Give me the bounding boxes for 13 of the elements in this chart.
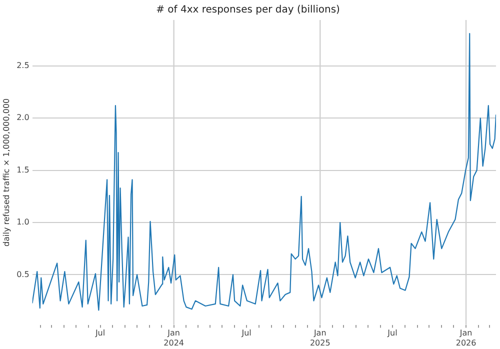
- y-tick-label: 0.5: [16, 270, 30, 279]
- x-tick-label: Jan 2024: [164, 328, 184, 348]
- y-tick-label: 1.0: [16, 218, 30, 227]
- y-tick-label: 1.5: [16, 165, 30, 174]
- y-tick-label: 2.0: [16, 113, 30, 122]
- x-tick-label: Jul: [240, 328, 252, 338]
- y-tick-label: 2.5: [16, 61, 30, 70]
- x-tick-label: Jul: [94, 328, 106, 338]
- y-axis-title: daily refused traffic × 1,000,000,000: [2, 98, 11, 246]
- chart-title: # of 4xx responses per day (billions): [156, 4, 340, 16]
- x-tick-label: Jan 2025: [310, 328, 330, 348]
- x-tick-label: Jul: [386, 328, 398, 338]
- x-tick-label: Jan 2026: [456, 328, 476, 348]
